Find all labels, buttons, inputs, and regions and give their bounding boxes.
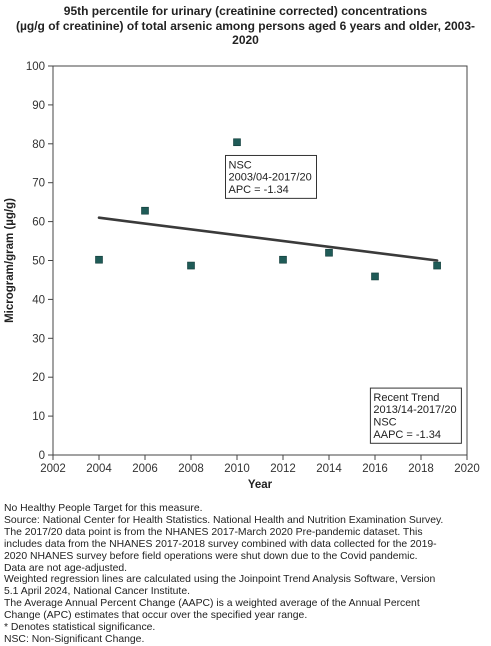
data-points [95,138,441,281]
y-tick-label: 70 [32,178,45,190]
y-tick-label: 60 [32,217,45,229]
x-axis-title: Year [248,479,273,491]
data-point [95,255,103,264]
chart-title-line: (µg/g of creatinine) of total arsenic am… [15,18,476,33]
annotation-text: 2013/14-2017/20 [373,404,456,416]
footnote-line: The 2017/20 data point is from the NHANE… [4,526,423,538]
chart-title: 95th percentile for urinary (creatinine … [0,4,491,48]
data-point [371,272,379,281]
footnote-line: Source: National Center for Health Stati… [4,514,444,526]
annotation-frame [369,387,462,444]
chart-title-line: 95th percentile for urinary (creatinine … [63,4,428,18]
footnote-line: * Denotes statistical significance. [4,622,156,634]
footnote-line: Weighted regression lines are calculated… [4,574,436,586]
data-point [233,138,241,147]
x-tick-label: 2010 [224,463,250,475]
annotation-frame [225,154,317,199]
footnote-line: No Healthy People Target for this measur… [4,503,203,514]
y-tick-label: 20 [32,372,45,384]
annotation-text: APC = -1.34 [229,184,289,196]
footnote-line: 2020 NHANES survey before field operatio… [4,550,418,562]
footnote-line: Change (APC) estimates that occur over t… [4,610,308,622]
footnote-line: Data are not age-adjusted. [4,562,128,574]
y-tick-label: 10 [32,411,45,423]
trend-line-group [97,216,439,262]
x-tick-label: 2020 [454,463,480,475]
footnote-line: The Average Annual Percent Change (AAPC)… [4,598,420,610]
annotation-text: 2003/04-2017/20 [229,172,312,184]
footnote-line: 5.1 April 2024, National Cancer Institut… [4,586,190,598]
x-tick-label: 2012 [270,463,296,475]
y-tick-label: 50 [32,256,45,268]
x-tick-label: 2014 [316,463,342,475]
x-tick-label: 2002 [40,463,66,475]
data-point [433,261,441,270]
y-tick-label: 0 [39,450,45,462]
data-point [279,255,287,264]
footnote-line: includes data from the NHANES 2017-2018 … [4,538,437,550]
footnote-line: NSC: Non-Significant Change. [4,633,145,645]
annotation-text: Recent Trend [373,392,439,404]
chart-title-line: 2020 [232,33,259,47]
y-axis-title: Microgram/gram (µg/g) [4,198,16,323]
y-tick-label: 100 [26,61,45,73]
annotation-text: AAPC = -1.34 [373,429,441,441]
x-tick-label: 2006 [132,463,158,475]
x-tick-label: 2018 [408,463,434,475]
annotation-text: NSC [229,159,252,171]
x-tick-label: 2004 [86,463,112,475]
y-tick-label: 80 [32,139,45,151]
y-tick-label: 30 [32,333,45,345]
y-tick-label: 40 [32,294,45,306]
footnotes: No Healthy People Target for this measur… [4,503,489,646]
data-point [187,261,195,270]
x-tick-label: 2016 [362,463,388,475]
data-point [325,248,333,257]
annotation-text: NSC [373,416,396,428]
y-tick-label: 90 [32,100,45,112]
axes: 0 10 20 30 40 50 60 70 80 90 100 2002 2004 2006 2008 20… [4,61,480,491]
x-tick-label: 2008 [178,463,204,475]
trend-line [97,216,439,262]
data-point [141,206,149,215]
